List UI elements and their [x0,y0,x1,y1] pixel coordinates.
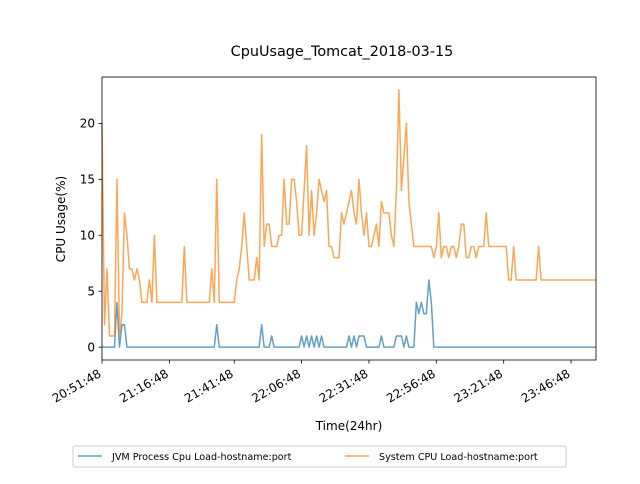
x-tick-label-0: 20:51:48 [50,366,104,405]
legend: JVM Process Cpu Load-hostname:port System… [72,445,567,468]
series-line-2 [101,89,596,337]
legend-frame [72,445,567,468]
y-tick-label-2: 10 [80,229,95,243]
y-axis: 0 5 10 15 20 [80,117,102,354]
x-axis-label: Time(24hr) [315,419,383,433]
x-tick-label-5: 22:56:48 [384,366,438,405]
series-line-1 [102,279,596,348]
x-tick-label-6: 23:21:48 [452,366,506,405]
x-tick-label-4: 22:31:48 [317,366,371,405]
x-tick-label-2: 21:41:48 [182,366,236,405]
legend-label-2: System CPU Load-hostname:port [379,452,538,463]
chart-title: CpuUsage_Tomcat_2018-03-15 [231,44,454,60]
y-tick-label-3: 15 [80,173,95,187]
x-tick-label-7: 23:46:48 [519,366,573,405]
x-axis: 20:51:48 21:16:48 21:41:48 22:06:48 22:31:48… [50,360,573,406]
y-tick-label-4: 20 [80,117,95,131]
x-tick-label-3: 22:06:48 [249,366,303,405]
y-tick-label-0: 0 [87,340,95,354]
y-tick-label-1: 5 [87,285,95,299]
axes-frame [101,76,597,361]
x-tick-label-1: 21:16:48 [117,366,171,405]
plot-area [101,89,596,348]
y-axis-label: CPU Usage(%) [54,176,68,262]
legend-label-1: JVM Process Cpu Load-hostname:port [111,452,292,463]
